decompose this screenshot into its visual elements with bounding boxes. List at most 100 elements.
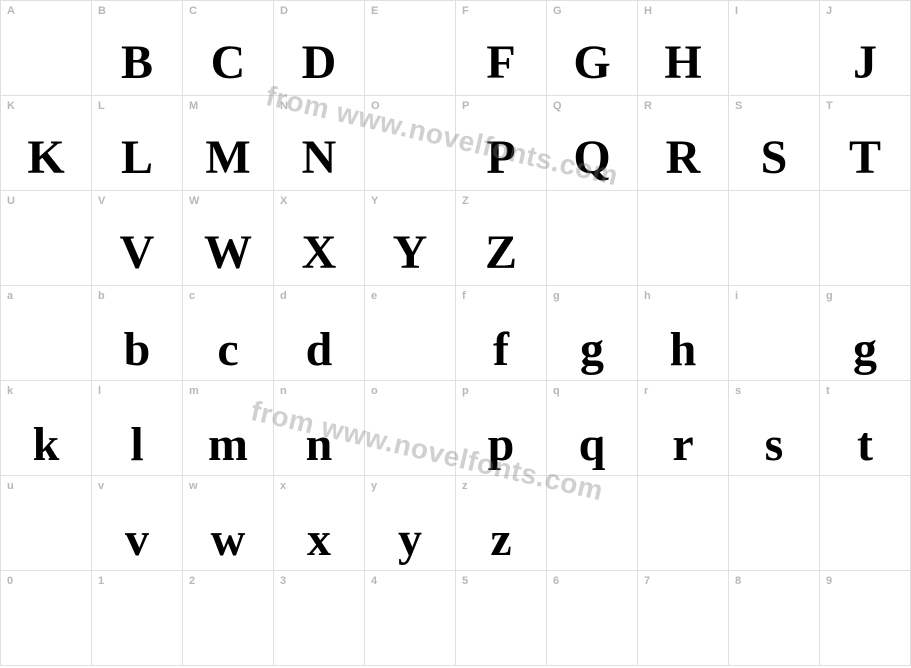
cell-label: w xyxy=(189,480,198,492)
cell-label: W xyxy=(189,195,199,207)
cell-glyph: g xyxy=(580,326,604,374)
cell-glyph: k xyxy=(33,421,60,469)
glyph-cell: LL xyxy=(92,96,183,191)
cell-label: Y xyxy=(371,195,378,207)
glyph-cell: zz xyxy=(456,476,547,571)
cell-label: t xyxy=(826,385,830,397)
glyph-cell: rr xyxy=(638,381,729,476)
glyph-cell: 1 xyxy=(92,571,183,666)
glyph-cell: KK xyxy=(1,96,92,191)
cell-glyph: H xyxy=(664,39,701,87)
cell-glyph: R xyxy=(666,134,701,182)
cell-glyph: V xyxy=(120,229,155,277)
glyph-cell: I xyxy=(729,1,820,96)
glyph-cell: DD xyxy=(274,1,365,96)
cell-label: g xyxy=(826,290,833,302)
glyph-cell: PP xyxy=(456,96,547,191)
cell-glyph: n xyxy=(306,421,333,469)
glyph-cell: gg xyxy=(820,286,911,381)
cell-label: I xyxy=(735,5,738,17)
cell-label: k xyxy=(7,385,13,397)
glyph-cell: MM xyxy=(183,96,274,191)
cell-label: B xyxy=(98,5,106,17)
glyph-cell: BB xyxy=(92,1,183,96)
glyph-cell: yy xyxy=(365,476,456,571)
cell-label: m xyxy=(189,385,199,397)
cell-label: v xyxy=(98,480,104,492)
cell-label: V xyxy=(98,195,105,207)
glyph-cell: ll xyxy=(92,381,183,476)
cell-glyph: W xyxy=(204,229,252,277)
glyph-cell: gg xyxy=(547,286,638,381)
glyph-cell: A xyxy=(1,1,92,96)
glyph-cell: FF xyxy=(456,1,547,96)
glyph-cell: bb xyxy=(92,286,183,381)
glyph-cell: vv xyxy=(92,476,183,571)
glyph-cell: 4 xyxy=(365,571,456,666)
glyph-cell: 2 xyxy=(183,571,274,666)
glyph-cell: 7 xyxy=(638,571,729,666)
cell-glyph: L xyxy=(121,134,153,182)
cell-label: y xyxy=(371,480,377,492)
glyph-cell: a xyxy=(1,286,92,381)
glyph-cell: xx xyxy=(274,476,365,571)
cell-label: 4 xyxy=(371,575,377,587)
glyph-cell xyxy=(820,476,911,571)
glyph-cell: i xyxy=(729,286,820,381)
glyph-cell: QQ xyxy=(547,96,638,191)
glyph-cell: ww xyxy=(183,476,274,571)
cell-label: e xyxy=(371,290,377,302)
cell-label: M xyxy=(189,100,198,112)
cell-glyph: K xyxy=(27,134,64,182)
glyph-cell: 5 xyxy=(456,571,547,666)
glyph-cell: WW xyxy=(183,191,274,286)
cell-label: O xyxy=(371,100,380,112)
glyph-cell: kk xyxy=(1,381,92,476)
glyph-cell: u xyxy=(1,476,92,571)
cell-label: 2 xyxy=(189,575,195,587)
cell-glyph: b xyxy=(124,326,151,374)
glyph-cell xyxy=(547,191,638,286)
cell-label: 0 xyxy=(7,575,13,587)
cell-label: 7 xyxy=(644,575,650,587)
cell-glyph: v xyxy=(125,516,149,564)
glyph-cell: CC xyxy=(183,1,274,96)
cell-label: o xyxy=(371,385,378,397)
glyph-cell: SS xyxy=(729,96,820,191)
glyph-cell: ZZ xyxy=(456,191,547,286)
cell-label: 3 xyxy=(280,575,286,587)
cell-label: n xyxy=(280,385,287,397)
glyph-cell: cc xyxy=(183,286,274,381)
glyph-cell: XX xyxy=(274,191,365,286)
cell-label: A xyxy=(7,5,15,17)
cell-label: h xyxy=(644,290,651,302)
glyph-cell xyxy=(729,191,820,286)
cell-label: E xyxy=(371,5,378,17)
cell-glyph: r xyxy=(672,421,693,469)
cell-label: T xyxy=(826,100,833,112)
cell-glyph: f xyxy=(493,326,509,374)
cell-label: 1 xyxy=(98,575,104,587)
glyph-cell: 0 xyxy=(1,571,92,666)
cell-glyph: c xyxy=(217,326,238,374)
cell-label: R xyxy=(644,100,652,112)
cell-glyph: Z xyxy=(485,229,517,277)
cell-glyph: w xyxy=(211,516,246,564)
cell-label: 5 xyxy=(462,575,468,587)
cell-glyph: P xyxy=(486,134,515,182)
cell-glyph: B xyxy=(121,39,153,87)
cell-glyph: z xyxy=(490,516,511,564)
cell-label: L xyxy=(98,100,105,112)
cell-label: X xyxy=(280,195,287,207)
cell-glyph: m xyxy=(208,421,248,469)
glyph-cell: VV xyxy=(92,191,183,286)
cell-label: 9 xyxy=(826,575,832,587)
glyph-cell: tt xyxy=(820,381,911,476)
glyph-cell: dd xyxy=(274,286,365,381)
glyph-grid: ABBCCDDEFFGGHHIJJKKLLMMNNOPPQQRRSSTTUVVW… xyxy=(0,0,911,666)
cell-label: d xyxy=(280,290,287,302)
glyph-cell: mm xyxy=(183,381,274,476)
cell-label: J xyxy=(826,5,832,17)
glyph-cell xyxy=(638,191,729,286)
cell-glyph: y xyxy=(398,516,422,564)
